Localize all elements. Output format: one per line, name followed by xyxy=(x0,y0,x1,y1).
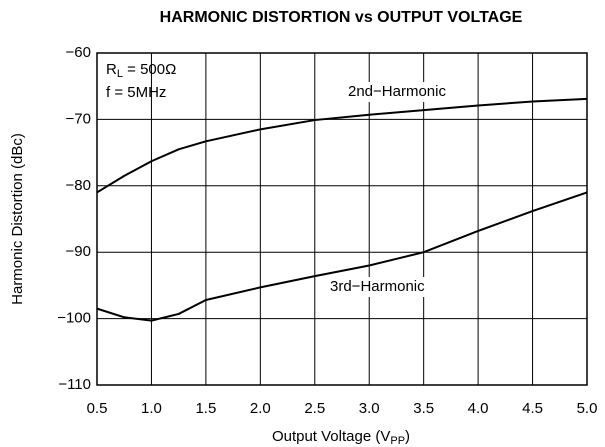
x-tick-label: 4.0 xyxy=(468,400,489,417)
annotation-end: = 500Ω xyxy=(123,61,176,78)
annotation-main: R xyxy=(106,61,117,78)
y-tick-label: −60 xyxy=(66,44,91,61)
y-tick-label: −90 xyxy=(66,243,91,260)
chart-title: HARMONIC DISTORTION vs OUTPUT VOLTAGE xyxy=(160,9,523,26)
series-line xyxy=(96,97,588,194)
series-line xyxy=(96,191,588,322)
y-tick-label: −70 xyxy=(66,110,91,127)
x-tick-label: 2.5 xyxy=(304,400,325,417)
annotation-main: f = 5MHz xyxy=(106,84,166,101)
annotation: f = 5MHz xyxy=(106,84,166,101)
x-tick-label: 1.5 xyxy=(195,400,216,417)
x-tick-label: 0.5 xyxy=(87,400,108,417)
x-axis-label-main: Output Voltage (V xyxy=(272,428,390,445)
y-axis-label: Harmonic Distortion (dBc) xyxy=(9,133,26,305)
x-tick-label: 2.0 xyxy=(250,400,271,417)
annotation-sub: L xyxy=(117,68,123,80)
x-axis-label-sub: PP xyxy=(390,435,405,447)
label-bg xyxy=(345,82,469,102)
y-tick-label: −110 xyxy=(58,376,91,393)
x-tick-label: 3.0 xyxy=(359,400,380,417)
y-tick-label: −100 xyxy=(57,310,91,327)
x-axis-label-end: ) xyxy=(405,428,410,445)
x-tick-label: 3.5 xyxy=(413,400,434,417)
x-axis-label: Output Voltage (VPP) xyxy=(272,428,410,447)
annotation: RL = 500Ω xyxy=(106,61,176,80)
x-tick-label: 4.5 xyxy=(522,400,543,417)
plot-border xyxy=(96,52,588,386)
label-bg xyxy=(327,277,451,297)
series-label: 3rd−Harmonic xyxy=(330,278,425,295)
series-label: 2nd−Harmonic xyxy=(348,83,446,100)
y-tick-label: −80 xyxy=(66,177,91,194)
x-tick-label: 1.0 xyxy=(141,400,162,417)
x-tick-label: 5.0 xyxy=(577,400,598,417)
